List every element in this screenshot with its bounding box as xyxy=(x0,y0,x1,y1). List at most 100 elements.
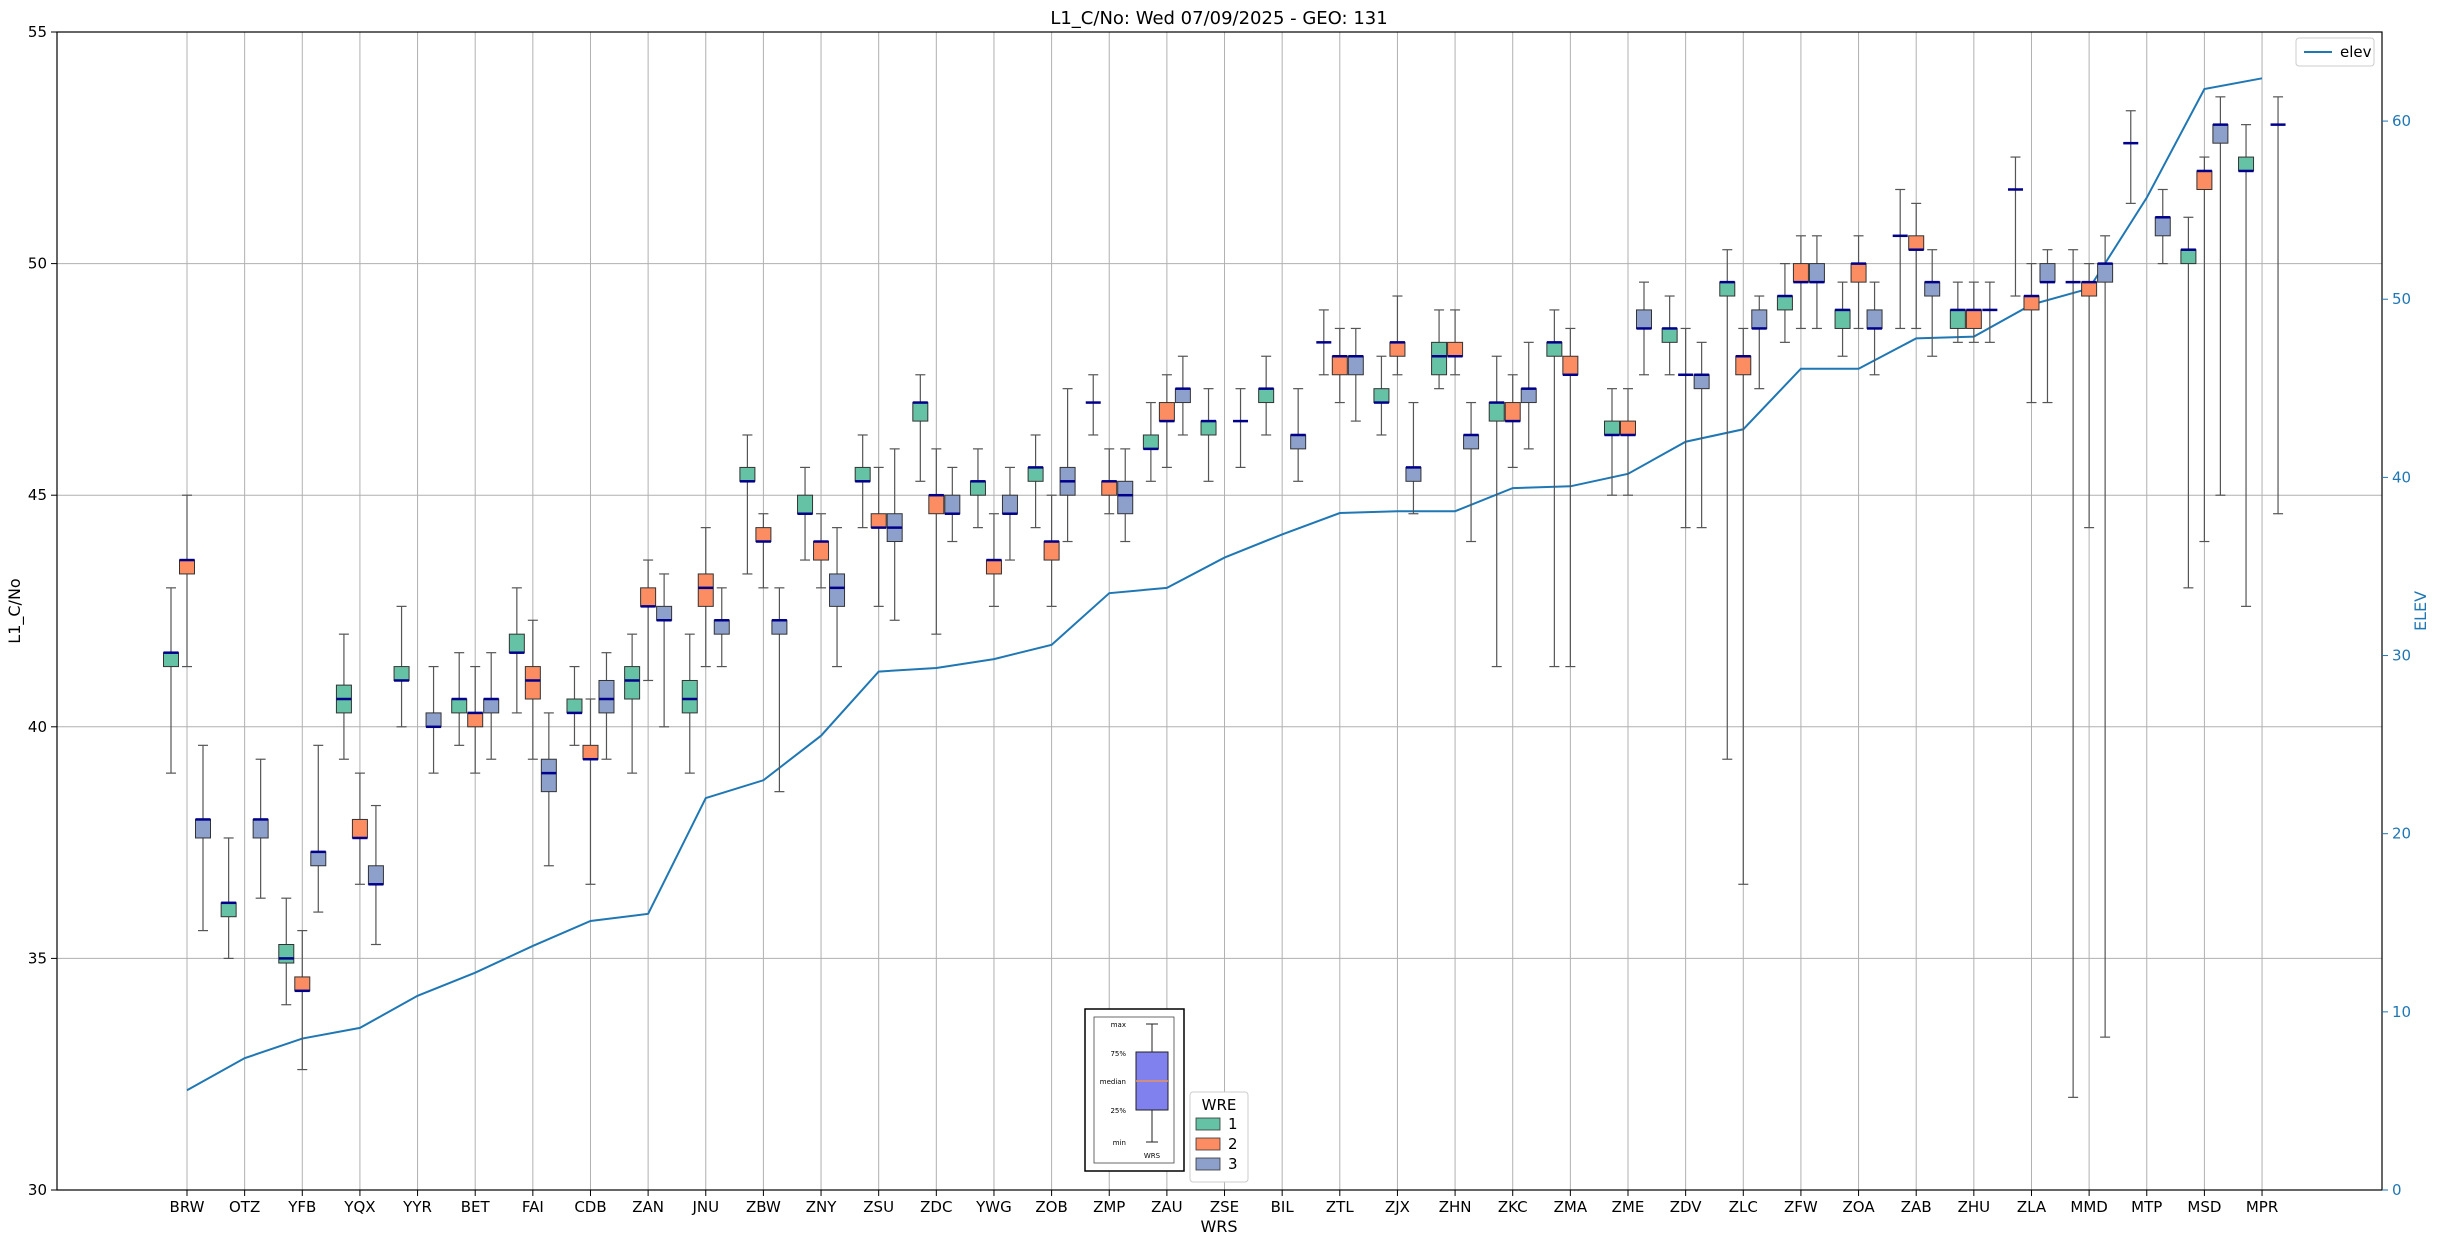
box-wre-3-MSD xyxy=(2212,96,2229,496)
box-wre-2-ZHN xyxy=(1447,309,1464,376)
box-wre-1-ZOA xyxy=(1834,281,1851,357)
x-tick-label: BET xyxy=(461,1198,491,1216)
inset-caption: WRS xyxy=(1144,1152,1161,1160)
box-wre-1-MSD xyxy=(2180,216,2197,589)
box-wre-2-ZAU xyxy=(1158,374,1175,469)
box-wre-3-ZLC xyxy=(1751,295,1768,390)
box-wre-1-MTP xyxy=(2123,110,2139,204)
iqr-box xyxy=(582,744,599,760)
y2-tick-label: 50 xyxy=(2392,290,2411,308)
iqr-box xyxy=(1117,480,1134,515)
box-wre-1-ZAU xyxy=(1142,401,1159,482)
iqr-box xyxy=(195,818,211,839)
box-wre-2-YFB xyxy=(294,930,311,1071)
box-wre-3-ZDV xyxy=(1693,341,1710,529)
y-axis-label: L1_C/No xyxy=(5,578,25,643)
x-tick-label: ZME xyxy=(1612,1198,1645,1216)
iqr-box xyxy=(1331,355,1348,376)
y-tick-label: 35 xyxy=(28,949,47,967)
y2-tick-label: 0 xyxy=(2392,1181,2402,1199)
box-wre-3-ZFW xyxy=(1808,235,1825,330)
box-wre-3-ZAB xyxy=(1924,249,1941,357)
x-tick-label: ZBW xyxy=(746,1198,781,1216)
grid-lines xyxy=(57,32,2382,1190)
x-axis-label: WRS xyxy=(1200,1217,1237,1236)
inset-label-q3: 75% xyxy=(1110,1050,1126,1058)
box-wre-1-YFB xyxy=(278,897,295,1006)
x-tick-label: ZLA xyxy=(2017,1198,2047,1216)
box-wre-3-YFB xyxy=(310,744,327,913)
iqr-box xyxy=(179,559,195,575)
iqr-box xyxy=(163,652,179,668)
box-wre-1-BET xyxy=(451,652,468,746)
y-axis-right: 0 10 20 30 40 50 60 xyxy=(2382,112,2411,1199)
box-wre-3-YWG xyxy=(1001,466,1018,561)
box-wre-1-OTZ xyxy=(220,837,237,960)
iqr-box xyxy=(1142,434,1159,450)
x-tick-label: ZJX xyxy=(1385,1198,1410,1216)
wre-legend-label-3: 3 xyxy=(1228,1155,1238,1173)
box-wre-1-ZDV xyxy=(1661,295,1678,376)
x-tick-label: ZAU xyxy=(1151,1198,1183,1216)
iqr-box xyxy=(870,513,887,529)
box-wre-1-ZJX xyxy=(1373,355,1390,436)
box-wre-2-CDB xyxy=(582,698,599,885)
iqr-box xyxy=(1447,341,1464,357)
plot-frame xyxy=(56,31,2383,1191)
iqr-box xyxy=(969,480,986,496)
iqr-box xyxy=(656,605,673,621)
box-wre-2-MMD xyxy=(2081,263,2098,529)
box-wre-3-YYR xyxy=(425,665,442,774)
box-wre-2-FAI xyxy=(524,619,541,760)
iqr-box xyxy=(451,698,468,714)
iqr-box xyxy=(681,679,698,714)
iqr-box xyxy=(1661,327,1678,343)
iqr-box xyxy=(1735,355,1752,376)
iqr-box xyxy=(829,573,846,607)
iqr-box xyxy=(1965,309,1982,329)
inset-label-median: median xyxy=(1100,1078,1126,1086)
box-wre-1-ZLA xyxy=(2007,156,2023,297)
iqr-box xyxy=(1431,341,1448,376)
iqr-box xyxy=(2097,263,2114,283)
iqr-box xyxy=(278,944,295,964)
iqr-box xyxy=(1751,309,1768,329)
x-tick-label: ZAB xyxy=(1901,1198,1932,1216)
iqr-box xyxy=(2212,124,2229,144)
iqr-box xyxy=(1373,388,1390,404)
box-wre-3-YQX xyxy=(367,804,384,946)
x-tick-label: YWG xyxy=(975,1198,1012,1216)
iqr-box xyxy=(1850,263,1867,283)
iqr-box xyxy=(1719,281,1736,297)
iqr-box xyxy=(640,587,657,607)
box-wre-1-ZMP xyxy=(1085,374,1101,436)
iqr-box xyxy=(697,573,714,607)
elev-legend-frame xyxy=(2295,37,2375,67)
box-wre-2-ZTL xyxy=(1331,327,1348,404)
iqr-box xyxy=(1792,263,1809,283)
box-key-inset: max 75% median 25% min WRS xyxy=(1084,1008,1185,1172)
wre-legend-label-2: 2 xyxy=(1228,1135,1238,1153)
y-tick-label: 40 xyxy=(28,718,47,736)
x-tick-label: ZHN xyxy=(1439,1198,1472,1216)
iqr-box xyxy=(1001,494,1018,515)
iqr-box xyxy=(1027,466,1044,482)
iqr-box xyxy=(1347,355,1364,376)
box-wre-2-JNU xyxy=(697,527,714,668)
x-tick-label: ZKC xyxy=(1498,1198,1528,1216)
iqr-box xyxy=(2180,249,2197,265)
iqr-box xyxy=(393,666,410,681)
x-tick-label: ZOA xyxy=(1843,1198,1876,1216)
iqr-box xyxy=(1604,420,1620,436)
x-tick-label: MSD xyxy=(2187,1198,2221,1216)
y-tick-label: 45 xyxy=(28,486,47,504)
x-tick-label: YYR xyxy=(402,1198,432,1216)
x-tick-label: FAI xyxy=(522,1198,544,1216)
y2-tick-label: 10 xyxy=(2392,1003,2411,1021)
box-wre-3-ZKC xyxy=(1520,341,1537,450)
box-wre-1-BIL xyxy=(1258,355,1275,436)
iqr-box xyxy=(1924,281,1941,297)
iqr-box xyxy=(1693,374,1710,390)
iqr-box xyxy=(310,851,327,867)
